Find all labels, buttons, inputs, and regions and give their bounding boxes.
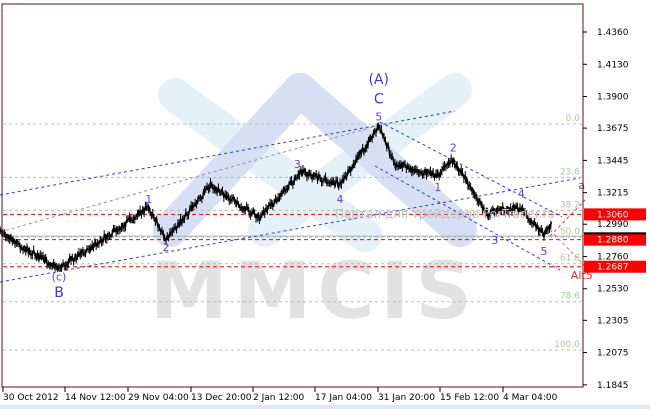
y-tick-label: 1.3445 xyxy=(597,156,629,166)
wave-label: 1 xyxy=(145,193,152,206)
wave-label: C xyxy=(374,92,384,108)
mmcis-watermark: MMCIS xyxy=(150,73,478,337)
svg-text:MMCIS: MMCIS xyxy=(150,247,478,337)
x-tick-label: 14 Nov 12:00 xyxy=(65,393,126,403)
x-tick-label: 4 Mar 04:00 xyxy=(503,393,558,403)
x-tick-label: 30 Oct 2012 xyxy=(3,393,59,403)
wave-label: 4 xyxy=(518,188,525,201)
level-price-box xyxy=(584,233,646,246)
bottom-border xyxy=(0,405,650,409)
trend-line xyxy=(549,199,586,237)
level-price-box xyxy=(584,208,646,221)
plot-frame xyxy=(1,3,584,388)
y-tick-label: 1.2075 xyxy=(597,349,629,359)
x-tick-label: 31 Jan 20:00 xyxy=(378,393,435,403)
wave-label: a xyxy=(578,179,585,192)
trend-line xyxy=(0,177,581,283)
y-tick-label: 1.2990 xyxy=(597,220,629,230)
price-series xyxy=(0,124,553,272)
fib-level-label: 0.0 xyxy=(566,114,581,124)
x-tick-label: 17 Jan 04:00 xyxy=(315,393,372,403)
wave-label: 2 xyxy=(450,141,457,154)
fib-level-label: 38.2 xyxy=(560,200,580,210)
x-tick-label: 2 Jan 12:00 xyxy=(253,393,305,403)
wave-label: 5 xyxy=(540,245,547,258)
y-tick-label: 1.2530 xyxy=(597,285,629,295)
y-tick-label: 1.2760 xyxy=(597,252,629,262)
fib-level-label: 50.0 xyxy=(560,227,580,237)
level-price-label: 1.2880 xyxy=(597,236,629,246)
wave-label: 1 xyxy=(434,181,441,194)
level-price-label: 1.2687 xyxy=(597,263,629,273)
x-tick-label: 13 Dec 20:00 xyxy=(191,393,252,403)
y-tick-label: 1.3675 xyxy=(597,124,629,134)
wave-label: 4 xyxy=(337,193,344,206)
y-tick-label: 1.4130 xyxy=(597,60,629,70)
fib-level-label: 78.6 xyxy=(560,292,580,302)
trend-line xyxy=(379,121,563,218)
y-tick-label: 1.1845 xyxy=(597,381,629,391)
wave-label: B xyxy=(54,285,64,301)
y-tick-label: 1.4360 xyxy=(597,28,629,38)
wave-label: (c) xyxy=(52,270,67,283)
wave-label: 5 xyxy=(375,110,382,123)
x-tick-label: 15 Feb 12:00 xyxy=(440,393,499,403)
fib-level-label: 23.6 xyxy=(560,167,580,177)
level-price-box xyxy=(584,260,646,273)
wave-label: (A) xyxy=(368,72,389,88)
y-tick-label: 1.3900 xyxy=(597,93,629,103)
wave-label: 2 xyxy=(162,241,169,254)
fib-level-label: 61.8 xyxy=(560,254,580,264)
trend-line xyxy=(374,165,561,271)
fortrader-watermark-text: Портал для трейдеров ForTrader.ru xyxy=(335,207,555,221)
wave-label: 3 xyxy=(491,234,498,247)
level-price-label: 1.3060 xyxy=(597,210,629,220)
bid-marker xyxy=(584,232,646,235)
wave-label: 3 xyxy=(294,158,301,171)
y-tick-label: 1.3215 xyxy=(597,189,629,199)
x-tick-label: 29 Nov 04:00 xyxy=(128,393,189,403)
trend-line xyxy=(549,229,586,267)
fib-level-label: 100.0 xyxy=(554,340,580,350)
y-tick-label: 1.2305 xyxy=(597,316,629,326)
